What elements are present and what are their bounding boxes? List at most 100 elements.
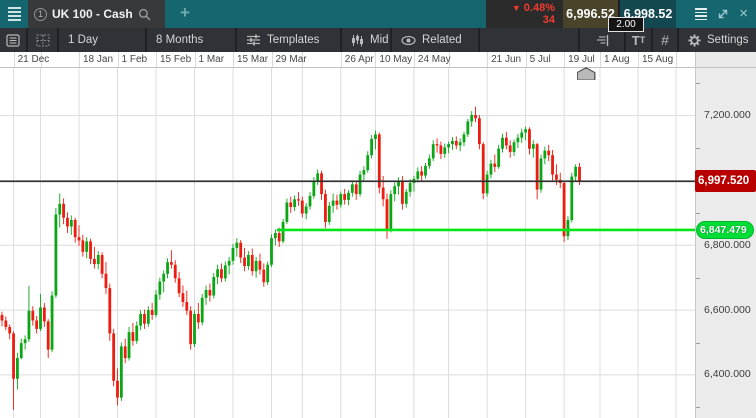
price-axis-label: 6,600.000 <box>704 303 751 316</box>
candle-body <box>69 220 73 227</box>
current-date-marker[interactable] <box>576 67 596 80</box>
candle-body <box>516 137 520 143</box>
date-tick-label: 5 Jul <box>529 54 551 65</box>
timeframe-button[interactable]: 1 Day <box>59 28 145 52</box>
chart-type-button[interactable]: Mid <box>342 28 390 52</box>
candle-body <box>262 269 266 283</box>
text-tool-icon-small: T <box>639 35 646 45</box>
date-tick-label: 19 Jul <box>568 54 595 65</box>
candle-body <box>408 183 412 192</box>
date-tick-label: 29 Mar <box>275 54 307 65</box>
menu-lines-icon[interactable] <box>695 8 708 20</box>
sliders-icon <box>246 34 261 46</box>
date-tick-label: 21 Dec <box>17 54 50 65</box>
instrument-tab[interactable]: 1 UK 100 - Cash <box>28 0 165 28</box>
candle-body <box>566 220 570 237</box>
candle-body <box>524 129 527 133</box>
range-button[interactable]: 8 Months <box>147 28 235 52</box>
candle-body <box>189 310 193 345</box>
candle-body <box>555 174 558 180</box>
tab-number-badge: 1 <box>34 7 47 21</box>
candle-body <box>316 173 320 182</box>
candle-body <box>35 320 39 329</box>
close-icon[interactable]: × <box>739 5 748 22</box>
candle-body <box>112 333 116 381</box>
candle-body <box>116 380 119 398</box>
candle-body <box>424 165 427 176</box>
candle-body <box>443 147 447 154</box>
date-gridline <box>340 52 342 67</box>
layout-button[interactable] <box>28 28 57 52</box>
date-gridline <box>638 52 639 67</box>
candle-body <box>397 181 400 187</box>
candle-body <box>320 173 323 195</box>
price-minor-tick <box>696 148 700 150</box>
candle-body <box>289 202 293 208</box>
candle-body <box>562 183 566 237</box>
candlestick-chart[interactable] <box>0 68 695 418</box>
candle-body <box>243 257 246 267</box>
menu-button[interactable] <box>0 0 28 28</box>
date-gridline <box>117 52 119 67</box>
down-arrow-icon: ▼ <box>511 3 521 13</box>
settings-button[interactable]: Settings <box>679 28 756 52</box>
candle-body <box>504 137 508 146</box>
candle-body <box>143 313 146 324</box>
depth-button[interactable] <box>580 28 624 52</box>
candle-body <box>96 255 100 265</box>
candle-body <box>4 320 8 327</box>
candle-body <box>389 194 393 230</box>
candle-body <box>300 200 304 214</box>
candle-body <box>493 163 497 167</box>
date-tick-label: 15 Mar <box>237 54 269 65</box>
candle-body <box>100 255 104 274</box>
expand-icon[interactable] <box>716 7 730 21</box>
candle-body <box>227 260 231 266</box>
templates-button[interactable]: Templates <box>237 28 340 52</box>
candle-body <box>431 144 435 159</box>
candle-body <box>58 203 62 215</box>
gear-icon <box>688 34 701 47</box>
candle-body <box>62 203 65 218</box>
candle-body <box>231 247 235 261</box>
date-gridline <box>375 52 377 67</box>
date-gridline <box>13 52 15 67</box>
candle-body <box>127 332 131 359</box>
candle-body <box>470 114 474 122</box>
candle-body <box>247 255 250 267</box>
date-tick-label: 24 May <box>417 54 451 65</box>
candle-body <box>8 326 12 334</box>
timeframe-label: 1 Day <box>68 34 99 46</box>
candle-body <box>281 221 285 242</box>
date-gridline <box>271 52 273 67</box>
sell-price-button[interactable]: 6,996.52 <box>563 0 620 28</box>
date-gridline <box>233 52 234 67</box>
candle-body <box>481 144 485 194</box>
candle-body <box>162 273 166 282</box>
candle-body <box>166 262 169 274</box>
candle-body <box>327 205 331 222</box>
candle-body <box>220 269 223 279</box>
candles-icon <box>351 34 364 47</box>
instrument-title: UK 100 - Cash <box>52 7 133 21</box>
candle-body <box>451 140 454 145</box>
add-tab-button[interactable]: + <box>180 3 190 22</box>
date-tick-label: 15 Feb <box>160 54 192 65</box>
candle-body <box>104 273 108 289</box>
candle-body <box>139 313 142 326</box>
candle-body <box>331 200 335 206</box>
candle-body <box>362 170 366 175</box>
date-axis[interactable]: 21 Dec 18 Jan 1 Feb 15 Feb 1 Mar 15 Mar 29 Mar… <box>0 52 756 68</box>
candle-body <box>19 343 23 359</box>
search-icon[interactable] <box>138 8 151 21</box>
price-change-block: ▼ 0.48% 34 <box>486 0 563 28</box>
candle-body <box>570 176 574 221</box>
candle-body <box>528 129 531 149</box>
price-axis[interactable]: 7,200.000 6,800.000 6,600.000 6,400.000 <box>695 68 756 418</box>
chart-list-button[interactable] <box>0 28 26 52</box>
candle-body <box>193 313 196 345</box>
related-button[interactable]: Related <box>392 28 478 52</box>
candle-body <box>343 194 347 200</box>
grid-tool-button[interactable]: # <box>653 28 677 52</box>
